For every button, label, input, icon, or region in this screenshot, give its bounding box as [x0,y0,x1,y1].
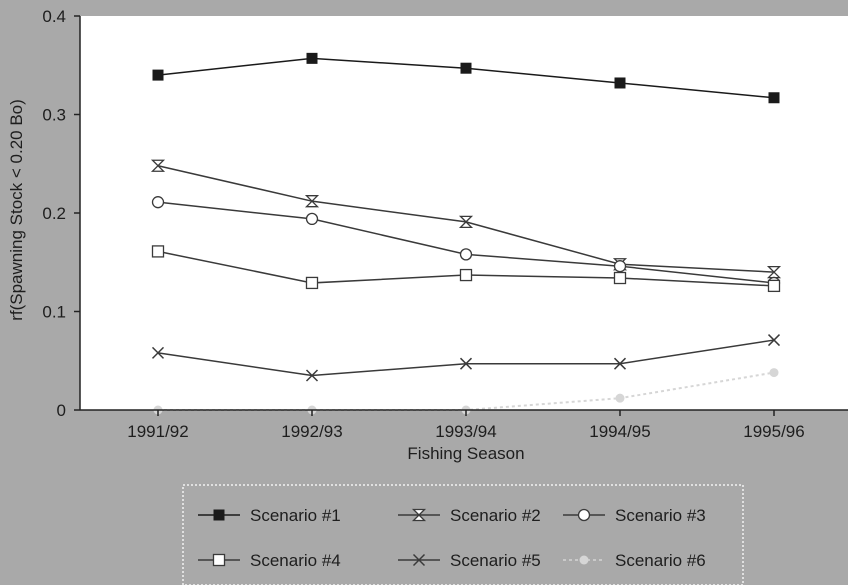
y-tick-label: 0.4 [42,7,66,26]
y-axis-title: rf(Spawning Stock < 0.20 Bo) [7,99,26,321]
data-point [150,159,166,172]
y-tick-label: 0.1 [42,303,66,322]
data-point [152,69,164,81]
y-tick-label: 0.3 [42,106,66,125]
legend-label: Scenario #3 [615,506,706,525]
x-tick-label: 1993/94 [435,422,496,441]
data-point [769,368,779,378]
legend-item: Scenario #2 [398,506,541,525]
data-point [151,245,165,258]
data-point [151,196,165,209]
legend-swatch [198,553,240,567]
legend-item: Scenario #1 [198,506,341,525]
legend-swatch [563,555,605,565]
legend-swatch [398,508,440,522]
data-point [459,268,473,282]
data-point [305,276,319,290]
data-point [412,553,426,567]
data-point [766,265,782,279]
data-point [767,279,781,293]
data-point [460,62,472,74]
data-point [615,393,625,403]
legend-swatch [398,553,440,567]
x-tick-label: 1992/93 [281,422,342,441]
data-point [768,92,780,104]
series-5 [151,334,781,382]
data-point [458,215,474,229]
data-point [304,195,320,208]
x-ticks: 1991/92 1992/93 1993/94 1994/95 1995/96 [127,410,805,441]
series-4 [151,245,781,293]
x-tick-label: 1994/95 [589,422,650,441]
data-point [577,508,591,522]
legend-label: Scenario #5 [450,551,541,570]
data-point [767,334,781,347]
legend-swatch [198,509,240,521]
x-tick-label: 1995/96 [743,422,804,441]
y-ticks: 0 0.1 0.2 0.3 0.4 [42,7,80,420]
data-point [614,77,626,89]
plot-area [80,16,848,410]
data-point [305,212,319,226]
data-point [411,508,427,522]
x-axis-title: Fishing Season [407,444,524,463]
legend-label: Scenario #1 [250,506,341,525]
data-point [459,357,473,370]
data-point [613,357,627,370]
legend: Scenario #1 Scenario #2 Scenario #3 Scenari… [182,484,744,585]
legend-item: Scenario #4 [198,551,341,570]
y-tick-label: 0.2 [42,204,66,223]
data-point [579,555,589,565]
x-tick-label: 1991/92 [127,422,188,441]
legend-swatch [563,508,605,522]
data-point [212,553,226,567]
data-point [459,248,473,261]
data-point [306,52,318,64]
legend-label: Scenario #2 [450,506,541,525]
data-point [305,369,319,382]
data-point [613,271,627,285]
data-point [151,346,165,359]
legend-item: Scenario #3 [563,506,706,525]
legend-item: Scenario #6 [563,551,706,570]
y-tick-label: 0 [57,401,66,420]
legend-box [182,484,744,585]
legend-label: Scenario #4 [250,551,341,570]
data-point [213,509,225,521]
legend-item: Scenario #5 [398,551,541,570]
data-point [613,260,627,273]
series-1 [152,52,780,104]
legend-label: Scenario #6 [615,551,706,570]
